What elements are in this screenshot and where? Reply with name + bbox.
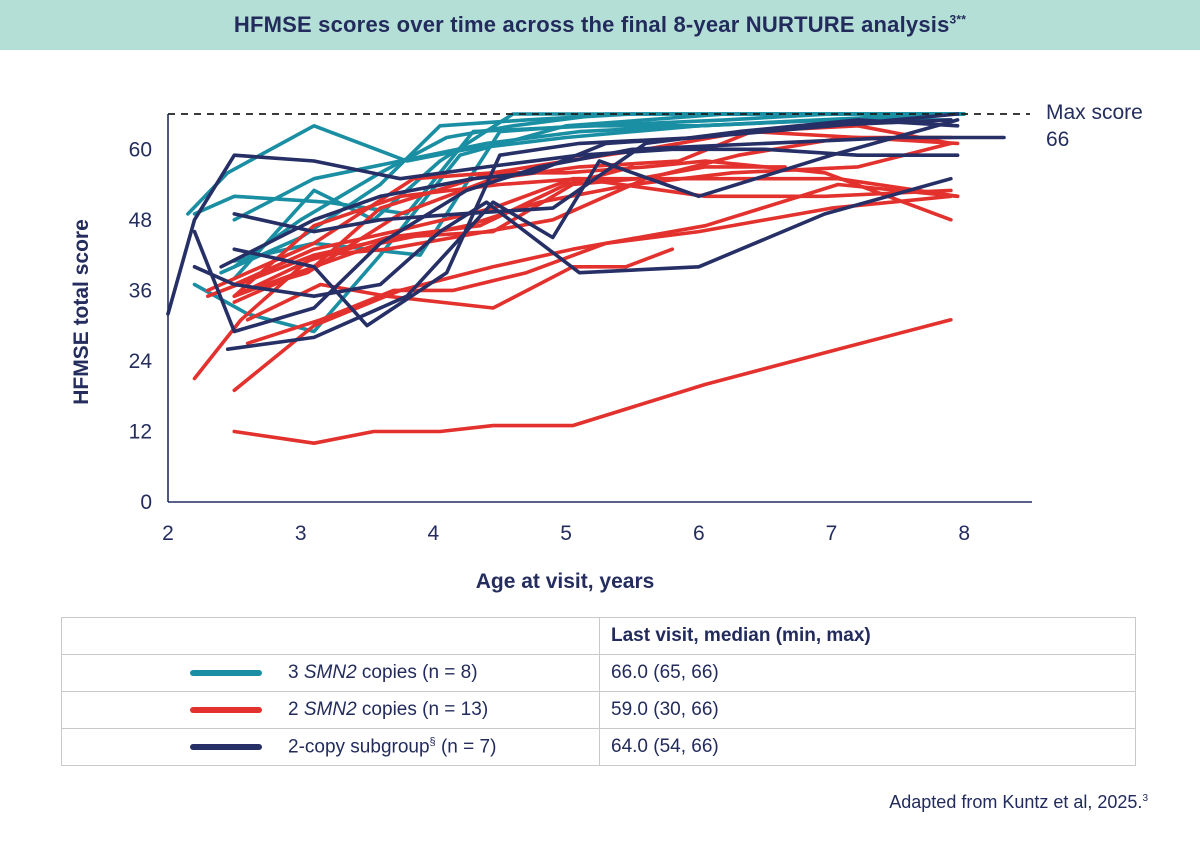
y-tick-label: 60 xyxy=(129,138,152,161)
legend-label-post: copies (n = 13) xyxy=(356,699,489,720)
series-line-two-copy xyxy=(245,129,960,293)
legend-value-3-copies: 66.0 (65, 66) xyxy=(599,654,1136,692)
series-line-subgroup xyxy=(166,147,960,316)
legend-value-subgroup: 64.0 (54, 66) xyxy=(599,728,1136,766)
legend-label-sup: § xyxy=(429,735,436,748)
y-tick-label: 36 xyxy=(129,279,152,302)
chart-title-text: HFMSE scores over time across the final … xyxy=(233,12,950,37)
chart-title: HFMSE scores over time across the final … xyxy=(234,12,966,38)
x-tick-label: 7 xyxy=(826,522,838,545)
series-line-subgroup xyxy=(192,176,953,298)
legend-label-post: (n = 7) xyxy=(435,736,497,758)
footnote-text: Adapted from Kuntz et al, 2025. xyxy=(889,792,1143,812)
legend-label-pre: 2-copy subgroup xyxy=(288,736,430,758)
legend-row: 2 SMN2 copies (n = 13) 59.0 (30, 66) xyxy=(61,691,1136,729)
legend-header-label: Last visit, median (min, max) xyxy=(599,617,1136,655)
source-footnote: Adapted from Kuntz et al, 2025.3 xyxy=(889,792,1148,813)
legend-label-italic: SMN2 xyxy=(303,662,357,683)
series-lines xyxy=(166,112,1006,446)
x-axis-ticks: 2 3 4 5 6 7 8 xyxy=(162,522,970,545)
series-line-subgroup xyxy=(192,135,1006,334)
max-score-value: 66 xyxy=(1046,128,1069,151)
series-line-two-copy xyxy=(245,194,953,346)
y-axis-ticks: 0 12 24 36 48 60 xyxy=(129,138,153,514)
series-line-two-copy xyxy=(232,135,953,298)
legend-row: 2-copy subgroup§ (n = 7) 64.0 (54, 66) xyxy=(61,728,1136,766)
series-line-two-copy xyxy=(232,176,960,287)
x-tick-label: 6 xyxy=(693,522,705,545)
x-tick-label: 5 xyxy=(560,522,572,545)
series-line-subgroup xyxy=(225,118,960,352)
series-line-two-copy xyxy=(232,317,953,446)
legend-series-cell: 2 SMN2 copies (n = 13) xyxy=(61,691,600,729)
y-tick-label: 12 xyxy=(129,420,152,443)
x-tick-label: 2 xyxy=(162,522,174,545)
y-tick-label: 0 xyxy=(140,491,152,514)
x-axis-label: Age at visit, years xyxy=(476,570,655,593)
legend-swatch-3-copies xyxy=(190,670,262,676)
x-tick-label: 4 xyxy=(428,522,440,545)
series-line-two-copy xyxy=(232,182,960,393)
max-score-label: Max score xyxy=(1046,101,1143,124)
legend-label-3-copies: 3 SMN2 copies (n = 8) xyxy=(288,662,478,684)
legend-header-row: Last visit, median (min, max) xyxy=(61,617,1136,655)
series-line-subgroup xyxy=(232,118,960,234)
y-tick-label: 48 xyxy=(129,209,152,232)
legend-swatch-2-copies xyxy=(190,707,262,713)
series-line-two-copy xyxy=(245,247,675,322)
legend-label-pre: 2 xyxy=(288,699,304,720)
legend-label-pre: 3 xyxy=(288,662,304,683)
x-tick-label: 3 xyxy=(295,522,307,545)
legend-label-italic: SMN2 xyxy=(303,699,357,720)
line-chart: Max score 66 2 3 4 5 6 7 8 0 12 24 36 48 60 Age at … xyxy=(70,101,1143,593)
chart-title-superscript: 3** xyxy=(949,12,967,27)
legend-table: Last visit, median (min, max) 3 SMN2 cop… xyxy=(61,617,1136,766)
series-line-subgroup xyxy=(219,118,953,269)
title-bar: HFMSE scores over time across the final … xyxy=(0,0,1200,50)
legend-series-cell: 3 SMN2 copies (n = 8) xyxy=(61,654,600,692)
y-tick-label: 24 xyxy=(129,350,153,373)
legend-header-empty xyxy=(61,617,600,655)
legend-label-post: copies (n = 8) xyxy=(356,662,478,683)
legend-label-subgroup: 2-copy subgroup§ (n = 7) xyxy=(288,736,496,758)
legend-series-cell: 2-copy subgroup§ (n = 7) xyxy=(61,728,600,766)
legend-swatch-subgroup xyxy=(190,743,262,750)
series-line-two-copy xyxy=(232,176,953,298)
legend-row: 3 SMN2 copies (n = 8) 66.0 (65, 66) xyxy=(61,654,1136,692)
x-tick-label: 8 xyxy=(958,522,970,545)
legend-label-2-copies: 2 SMN2 copies (n = 13) xyxy=(288,699,488,721)
y-axis-label: HFMSE total score xyxy=(70,219,93,405)
legend-value-2-copies: 59.0 (30, 66) xyxy=(599,691,1136,729)
footnote-superscript: 3 xyxy=(1142,793,1148,804)
